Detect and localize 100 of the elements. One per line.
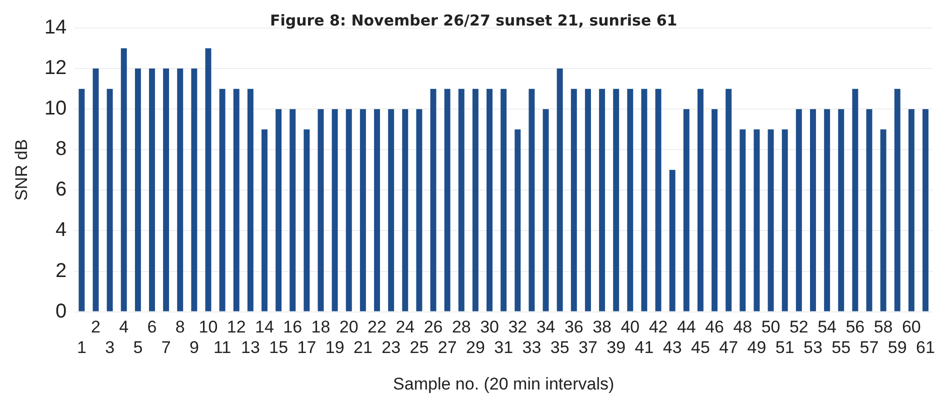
x-tick-label: 34 [536,318,556,337]
x-tick-label: 16 [283,318,302,337]
x-tick-label: 57 [860,338,879,358]
x-tick-label: 5 [133,338,143,358]
bar [500,88,507,312]
bar [402,109,408,312]
x-tick-label: 3 [105,338,115,358]
bar [191,68,198,312]
y-tick-label: 12 [44,57,67,80]
x-tick-label: 27 [438,338,457,358]
x-tick-label: 14 [255,318,274,337]
x-tick-label: 6 [147,318,157,337]
x-tick-label: 21 [353,338,372,358]
x-tick-label: 58 [874,318,893,337]
x-tick-label: 10 [198,318,218,337]
bar [880,129,886,312]
x-tick-label: 41 [634,338,654,358]
bar [810,109,816,312]
x-tick-label: 30 [480,318,499,337]
x-tick-label: 13 [240,338,260,358]
x-tick-label: 4 [119,318,129,337]
bar [219,88,226,312]
x-tick-label: 25 [410,338,429,358]
bar [922,109,928,312]
bar [134,68,141,312]
x-tick-label: 42 [648,318,668,337]
x-tick-label: 9 [189,338,199,358]
bar [528,88,535,312]
x-tick-label: 55 [832,338,851,358]
x-tick-label: 60 [902,318,921,337]
x-tick-label: 50 [761,318,780,337]
x-tick-label: 46 [705,318,724,337]
x-tick-label: 48 [733,318,752,337]
x-tick-label: 59 [888,338,907,358]
bar [78,88,85,312]
bar [430,88,436,312]
x-tick-label: 49 [747,338,766,358]
x-tick-label: 7 [161,338,171,358]
x-tick-label: 18 [311,318,330,337]
bar [472,88,478,312]
x-axis-title: Sample no. (20 min intervals) [393,374,614,394]
bar [318,109,324,312]
x-tick-label: 17 [297,338,316,358]
x-tick-label: 33 [522,338,542,358]
x-tick-label: 45 [691,338,710,358]
x-tick-label: 52 [789,318,808,337]
bar [768,129,774,312]
y-tick-label: 10 [44,98,67,120]
bar [570,88,577,312]
bar [360,109,366,312]
x-tick-label: 20 [339,318,358,337]
bar [304,129,310,312]
bar [838,109,844,312]
bar [486,88,493,312]
y-tick-label: 14 [44,16,67,39]
bar [163,68,170,312]
bar [866,109,872,312]
bar [627,88,634,312]
bar [149,68,155,312]
bar [233,88,240,312]
x-tick-label: 35 [550,338,570,358]
bar [205,48,212,312]
x-tick-label: 8 [175,318,185,337]
bar [106,88,113,312]
x-tick-label: 11 [213,338,232,358]
x-tick-label: 24 [396,318,415,337]
bar [514,129,521,312]
x-tick-label: 1 [76,338,86,358]
bar [247,88,254,312]
bar [740,129,746,312]
x-tick-label: 47 [719,338,738,358]
x-tick-label: 32 [508,318,528,337]
bar [782,129,788,312]
y-tick-label: 8 [56,138,67,160]
y-tick-label: 6 [56,178,67,201]
bar [276,109,282,312]
bar [824,109,830,312]
x-tick-label: 29 [466,338,485,358]
bar [290,109,296,312]
bar [584,88,591,312]
x-tick-label: 51 [775,338,794,358]
bar [852,88,858,312]
bar [697,88,704,312]
x-tick-label: 54 [818,318,837,337]
bar [458,88,464,312]
bar [796,109,802,312]
bar [262,129,268,312]
bar [641,88,648,312]
bar [894,88,900,312]
bar [177,68,184,312]
x-tick-label: 15 [269,338,288,358]
bar [374,109,380,312]
chart-title: Figure 8: November 26/27 sunset 21, sunrise 61 [270,11,678,30]
x-tick-label: 61 [916,338,935,358]
x-tick-label: 43 [662,338,682,358]
bar [655,88,662,312]
x-tick-label: 40 [620,318,640,337]
bar [332,109,338,312]
x-tick-label: 2 [91,318,100,337]
y-axis-title: SNR dB [12,139,31,201]
